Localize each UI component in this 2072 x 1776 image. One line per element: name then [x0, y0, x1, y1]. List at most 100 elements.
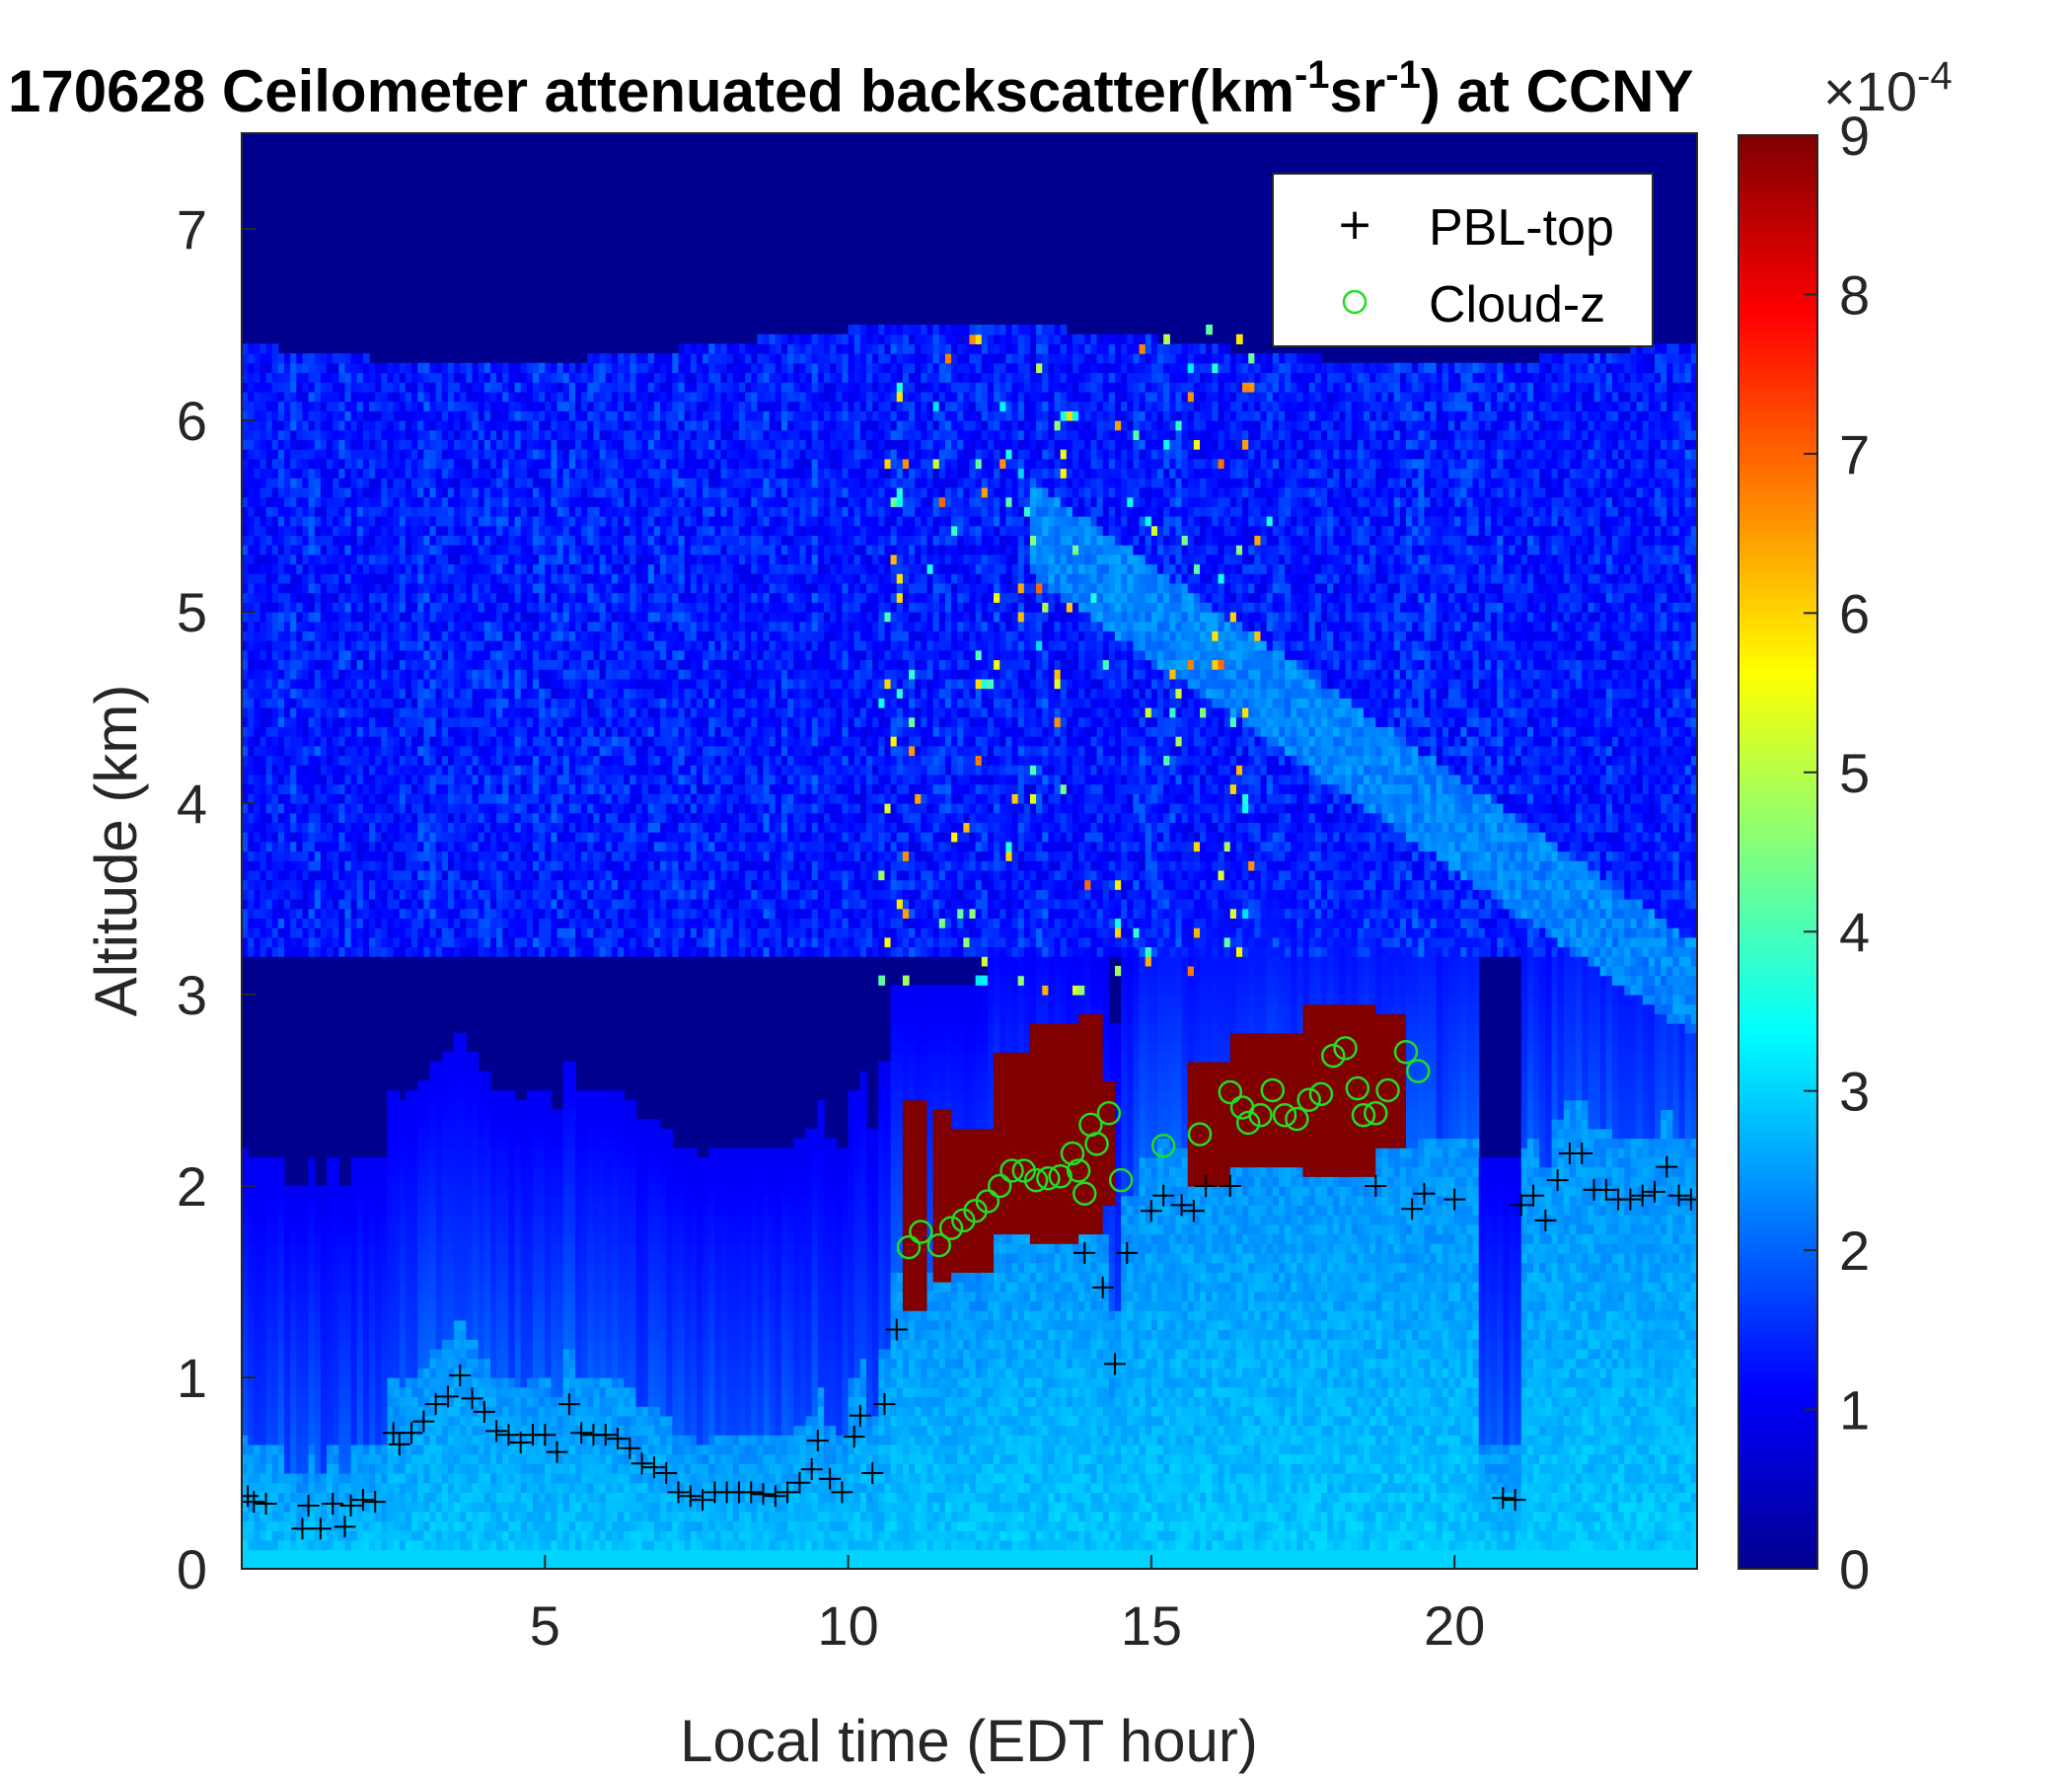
heatmap-cell: [338, 1234, 345, 1244]
heatmap-cell: [454, 1272, 461, 1282]
heatmap-cell: [448, 1282, 455, 1292]
heatmap-cell: [254, 842, 260, 851]
heatmap-cell: [479, 947, 485, 957]
heatmap-cell: [466, 1463, 473, 1473]
heatmap-cell: [357, 583, 364, 593]
heatmap-cell: [460, 1550, 467, 1560]
heatmap-cell: [338, 1339, 345, 1349]
heatmap-cell: [242, 947, 249, 957]
heatmap-cell: [411, 1205, 418, 1215]
heatmap-cell: [411, 593, 418, 603]
heatmap-cell: [502, 1330, 509, 1340]
heatmap-cell: [333, 669, 339, 679]
heatmap-cell: [338, 373, 345, 383]
heatmap-cell: [406, 1512, 412, 1521]
heatmap-cell: [327, 813, 333, 823]
heatmap-cell: [442, 459, 449, 469]
heatmap-cell: [484, 918, 491, 927]
heatmap-cell: [496, 698, 503, 707]
heatmap-cell: [394, 1100, 401, 1110]
heatmap-cell: [327, 1320, 333, 1330]
heatmap-cell: [357, 487, 364, 497]
heatmap-cell: [381, 660, 388, 670]
heatmap-cell: [369, 1253, 376, 1263]
heatmap-cell: [290, 775, 297, 784]
heatmap-cell: [278, 1349, 285, 1359]
heatmap-cell: [344, 1292, 351, 1301]
heatmap-cell: [436, 497, 443, 507]
heatmap-cell: [375, 410, 382, 420]
heatmap-cell: [278, 1320, 285, 1330]
heatmap-cell: [338, 660, 345, 670]
heatmap-cell: [417, 535, 424, 545]
heatmap-cell: [333, 1263, 339, 1273]
heatmap-cell: [369, 526, 376, 536]
heatmap-cell: [388, 1310, 395, 1320]
heatmap-cell: [284, 726, 291, 736]
heatmap-cell: [363, 1215, 370, 1224]
heatmap-cell: [496, 1444, 503, 1454]
heatmap-cell: [296, 1282, 303, 1292]
heatmap-cell: [315, 1359, 322, 1369]
heatmap-cell: [321, 803, 328, 813]
heatmap-cell: [302, 555, 309, 564]
heatmap-cell: [333, 1320, 339, 1330]
heatmap-cell: [430, 842, 437, 851]
heatmap-cell: [466, 746, 473, 756]
heatmap-cell: [442, 545, 449, 555]
heatmap-cell: [242, 1416, 249, 1426]
heatmap-cell: [357, 927, 364, 937]
heatmap-cell: [448, 1426, 455, 1436]
heatmap-cell: [296, 756, 303, 766]
heatmap-cell: [394, 1416, 401, 1426]
heatmap-cell: [454, 1444, 461, 1454]
heatmap-cell: [290, 1387, 297, 1397]
heatmap-cell: [315, 803, 322, 813]
heatmap-cell: [242, 1435, 249, 1444]
heatmap-cell: [406, 1292, 412, 1301]
heatmap-cell: [460, 545, 467, 555]
heatmap-cell: [423, 842, 430, 851]
heatmap-cell: [466, 410, 473, 420]
heatmap-cell: [357, 602, 364, 612]
heatmap-cell: [448, 402, 455, 411]
heatmap-cell: [309, 516, 316, 526]
heatmap-cell: [484, 650, 491, 660]
heatmap-cell: [411, 1530, 418, 1540]
heatmap-cell: [363, 698, 370, 707]
heatmap-cell: [302, 1196, 309, 1206]
heatmap-cell: [417, 1492, 424, 1502]
heatmap-cell: [369, 1176, 376, 1186]
heatmap-cell: [351, 784, 358, 794]
heatmap-cell: [338, 497, 345, 507]
heatmap-cell: [333, 1157, 339, 1167]
heatmap-cell: [296, 1349, 303, 1359]
heatmap-cell: [502, 1359, 509, 1369]
heatmap-cell: [394, 1530, 401, 1540]
heatmap-cell: [406, 1368, 412, 1377]
heatmap-cell: [394, 842, 401, 851]
heatmap-cell: [454, 1521, 461, 1531]
heatmap-cell: [321, 947, 328, 957]
heatmap-cell: [315, 1377, 322, 1387]
heatmap-cell: [375, 650, 382, 660]
heatmap-cell: [430, 1253, 437, 1263]
heatmap-cell: [448, 555, 455, 564]
heatmap-cell: [436, 1119, 443, 1129]
heatmap-cell: [430, 1119, 437, 1129]
heatmap-cell: [284, 382, 291, 392]
heatmap-cell: [344, 698, 351, 707]
heatmap-cell: [436, 660, 443, 670]
heatmap-cell: [454, 516, 461, 526]
heatmap-cell: [278, 909, 285, 919]
heatmap-cell: [333, 630, 339, 640]
heatmap-cell: [351, 1330, 358, 1340]
heatmap-cell: [479, 622, 485, 631]
heatmap-cell: [351, 775, 358, 784]
heatmap-cell: [484, 1550, 491, 1560]
heatmap-cell: [490, 449, 497, 459]
heatmap-cell: [278, 736, 285, 746]
heatmap-cell: [388, 717, 395, 727]
heatmap-cell: [417, 803, 424, 813]
heatmap-cell: [290, 899, 297, 909]
